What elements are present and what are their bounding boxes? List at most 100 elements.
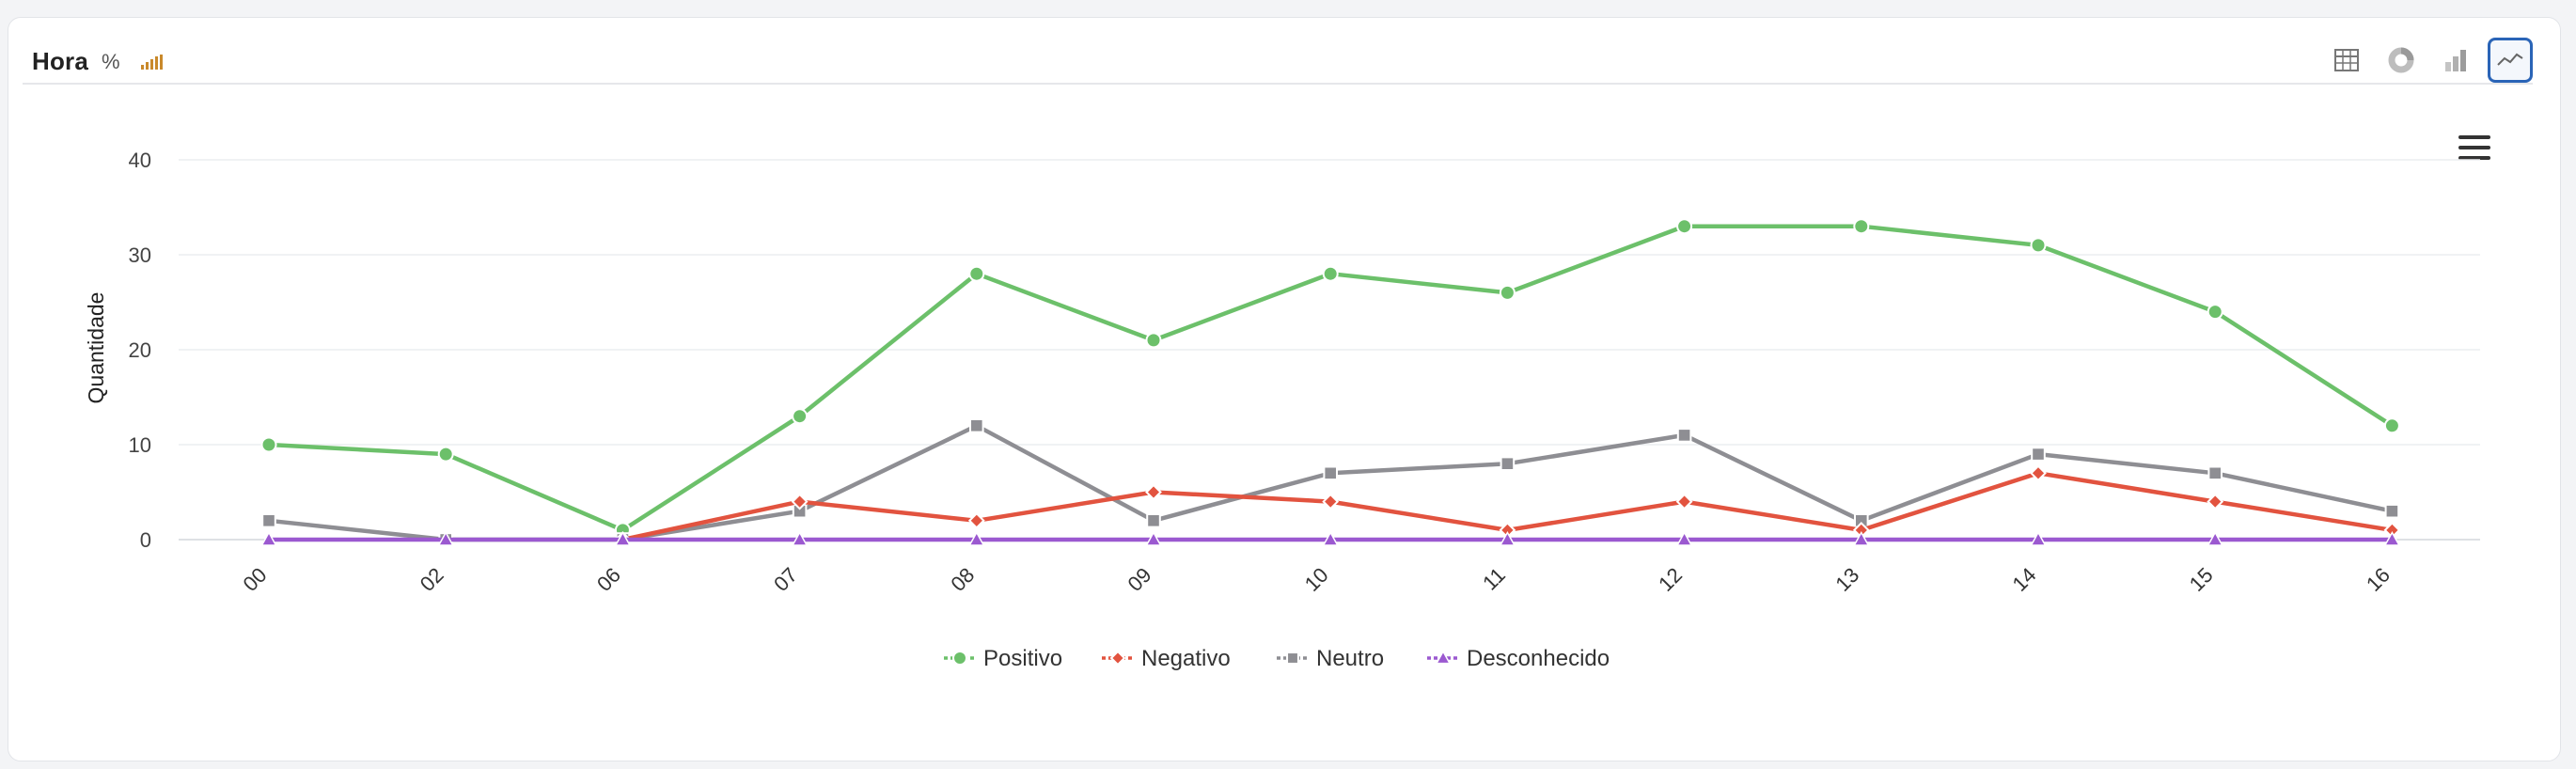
data-point[interactable]: [1499, 530, 1516, 546]
data-point[interactable]: [437, 530, 454, 546]
data-point[interactable]: [1500, 456, 1516, 471]
data-point[interactable]: [2207, 530, 2223, 546]
x-tick-label: 16: [2362, 563, 2395, 596]
view-toolbar: [2324, 38, 2533, 83]
data-point[interactable]: [2030, 464, 2047, 482]
data-point[interactable]: [1145, 483, 1162, 501]
data-point[interactable]: [2030, 530, 2047, 546]
data-point[interactable]: [1853, 218, 1870, 235]
menu-line: [2458, 146, 2490, 149]
title-group: Hora %: [32, 47, 163, 76]
legend-item[interactable]: Positivo: [944, 646, 1062, 671]
data-point[interactable]: [2030, 237, 2047, 254]
legend-item[interactable]: Neutro: [1277, 646, 1384, 671]
series-desconhecido: [260, 530, 2401, 546]
data-point[interactable]: [968, 530, 985, 546]
series-neutro: [261, 418, 2400, 547]
y-tick-label: 0: [140, 528, 151, 552]
data-point[interactable]: [2207, 304, 2223, 321]
data-point[interactable]: [967, 511, 985, 529]
gridlines: [179, 159, 2480, 541]
data-point[interactable]: [969, 418, 984, 433]
data-point[interactable]: [792, 408, 809, 425]
data-point[interactable]: [1286, 651, 1299, 665]
x-tick-label: 10: [1300, 563, 1333, 596]
x-tick-label: 11: [1478, 563, 1510, 595]
legend-item[interactable]: Desconhecido: [1427, 646, 1610, 671]
data-point[interactable]: [1145, 332, 1162, 349]
y-axis-ticks: 0 10 20 30 40: [129, 149, 151, 552]
series-lines: [260, 218, 2401, 548]
data-point[interactable]: [1322, 530, 1339, 546]
x-tick-label: 02: [416, 563, 448, 596]
x-tick-label: 08: [946, 563, 979, 596]
data-point[interactable]: [1145, 530, 1162, 546]
series-line[interactable]: [268, 423, 2393, 542]
bar-chart-icon: [2445, 50, 2466, 71]
x-tick-label: 14: [2008, 563, 2041, 596]
data-point[interactable]: [1322, 493, 1340, 510]
data-point[interactable]: [952, 651, 967, 666]
card-header: Hora %: [23, 28, 2533, 85]
x-tick-label: 00: [239, 563, 272, 596]
data-point[interactable]: [2383, 417, 2400, 434]
data-point[interactable]: [1435, 650, 1452, 665]
data-point[interactable]: [791, 493, 809, 510]
line-chart-icon: [2497, 53, 2523, 66]
data-point[interactable]: [1323, 465, 1339, 481]
x-tick-label: 13: [1830, 563, 1863, 596]
data-point[interactable]: [260, 530, 277, 546]
data-point[interactable]: [1109, 650, 1126, 667]
x-tick-label: 15: [2185, 563, 2218, 596]
data-point[interactable]: [614, 530, 632, 546]
menu-line: [2458, 135, 2490, 139]
data-point[interactable]: [2031, 447, 2046, 462]
legend-label: Desconhecido: [1467, 646, 1610, 671]
y-tick-label: 30: [129, 243, 151, 267]
x-axis-ticks: 00 02 06 07 08 09 10 11 12 13 14 15 16: [239, 563, 2395, 596]
data-point[interactable]: [2384, 503, 2400, 519]
menu-line: [2458, 156, 2490, 160]
data-point[interactable]: [1853, 530, 1870, 546]
legend-label: Negativo: [1141, 646, 1231, 671]
legend-item[interactable]: Negativo: [1102, 646, 1231, 671]
legend-label: Neutro: [1316, 646, 1384, 671]
data-point[interactable]: [1675, 530, 1693, 546]
y-tick-label: 20: [129, 338, 151, 362]
y-axis-label: Quantidade: [84, 292, 108, 404]
x-tick-label: 12: [1654, 563, 1687, 596]
line-view-button[interactable]: [2488, 38, 2533, 83]
chart-menu-button[interactable]: [2458, 135, 2490, 160]
x-tick-label: 07: [769, 563, 802, 596]
data-point[interactable]: [2207, 493, 2224, 510]
data-point[interactable]: [1676, 218, 1693, 235]
data-point[interactable]: [1322, 265, 1339, 282]
table-view-button[interactable]: [2324, 38, 2369, 83]
series-negativo: [614, 464, 2401, 548]
series-positivo: [260, 218, 2400, 539]
percent-toggle[interactable]: %: [102, 49, 120, 73]
legend-label: Positivo: [983, 646, 1062, 671]
data-point[interactable]: [2383, 530, 2401, 546]
data-point[interactable]: [1499, 284, 1516, 301]
data-point[interactable]: [1146, 513, 1161, 528]
data-point[interactable]: [2207, 465, 2223, 481]
table-icon: [2334, 49, 2359, 71]
x-tick-label: 09: [1123, 563, 1156, 596]
data-point[interactable]: [968, 265, 985, 282]
legend: Positivo Negativo Neutro Desconhecido: [944, 646, 1610, 671]
data-point[interactable]: [1675, 493, 1693, 510]
data-point[interactable]: [791, 530, 809, 546]
y-tick-label: 10: [129, 433, 151, 457]
data-point[interactable]: [437, 446, 454, 463]
chart-card: [8, 17, 2561, 761]
y-tick-label: 40: [129, 149, 151, 172]
signal-bars-icon[interactable]: [140, 54, 163, 70]
data-point[interactable]: [1676, 428, 1692, 443]
pie-view-button[interactable]: [2379, 38, 2424, 83]
bar-view-button[interactable]: [2433, 38, 2478, 83]
chart-title: Hora: [32, 47, 89, 75]
data-point[interactable]: [261, 513, 276, 528]
data-point[interactable]: [260, 436, 277, 453]
